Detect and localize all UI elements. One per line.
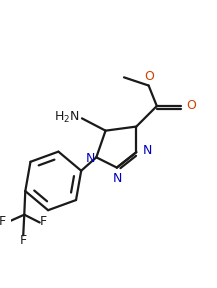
Text: O: O	[144, 71, 154, 84]
Text: N: N	[85, 152, 95, 165]
Text: O: O	[187, 98, 196, 111]
Text: F: F	[0, 215, 6, 228]
Text: F: F	[40, 215, 47, 228]
Text: F: F	[20, 234, 27, 247]
Text: H$_2$N: H$_2$N	[54, 110, 80, 125]
Text: N: N	[143, 144, 152, 157]
Text: N: N	[113, 173, 123, 185]
